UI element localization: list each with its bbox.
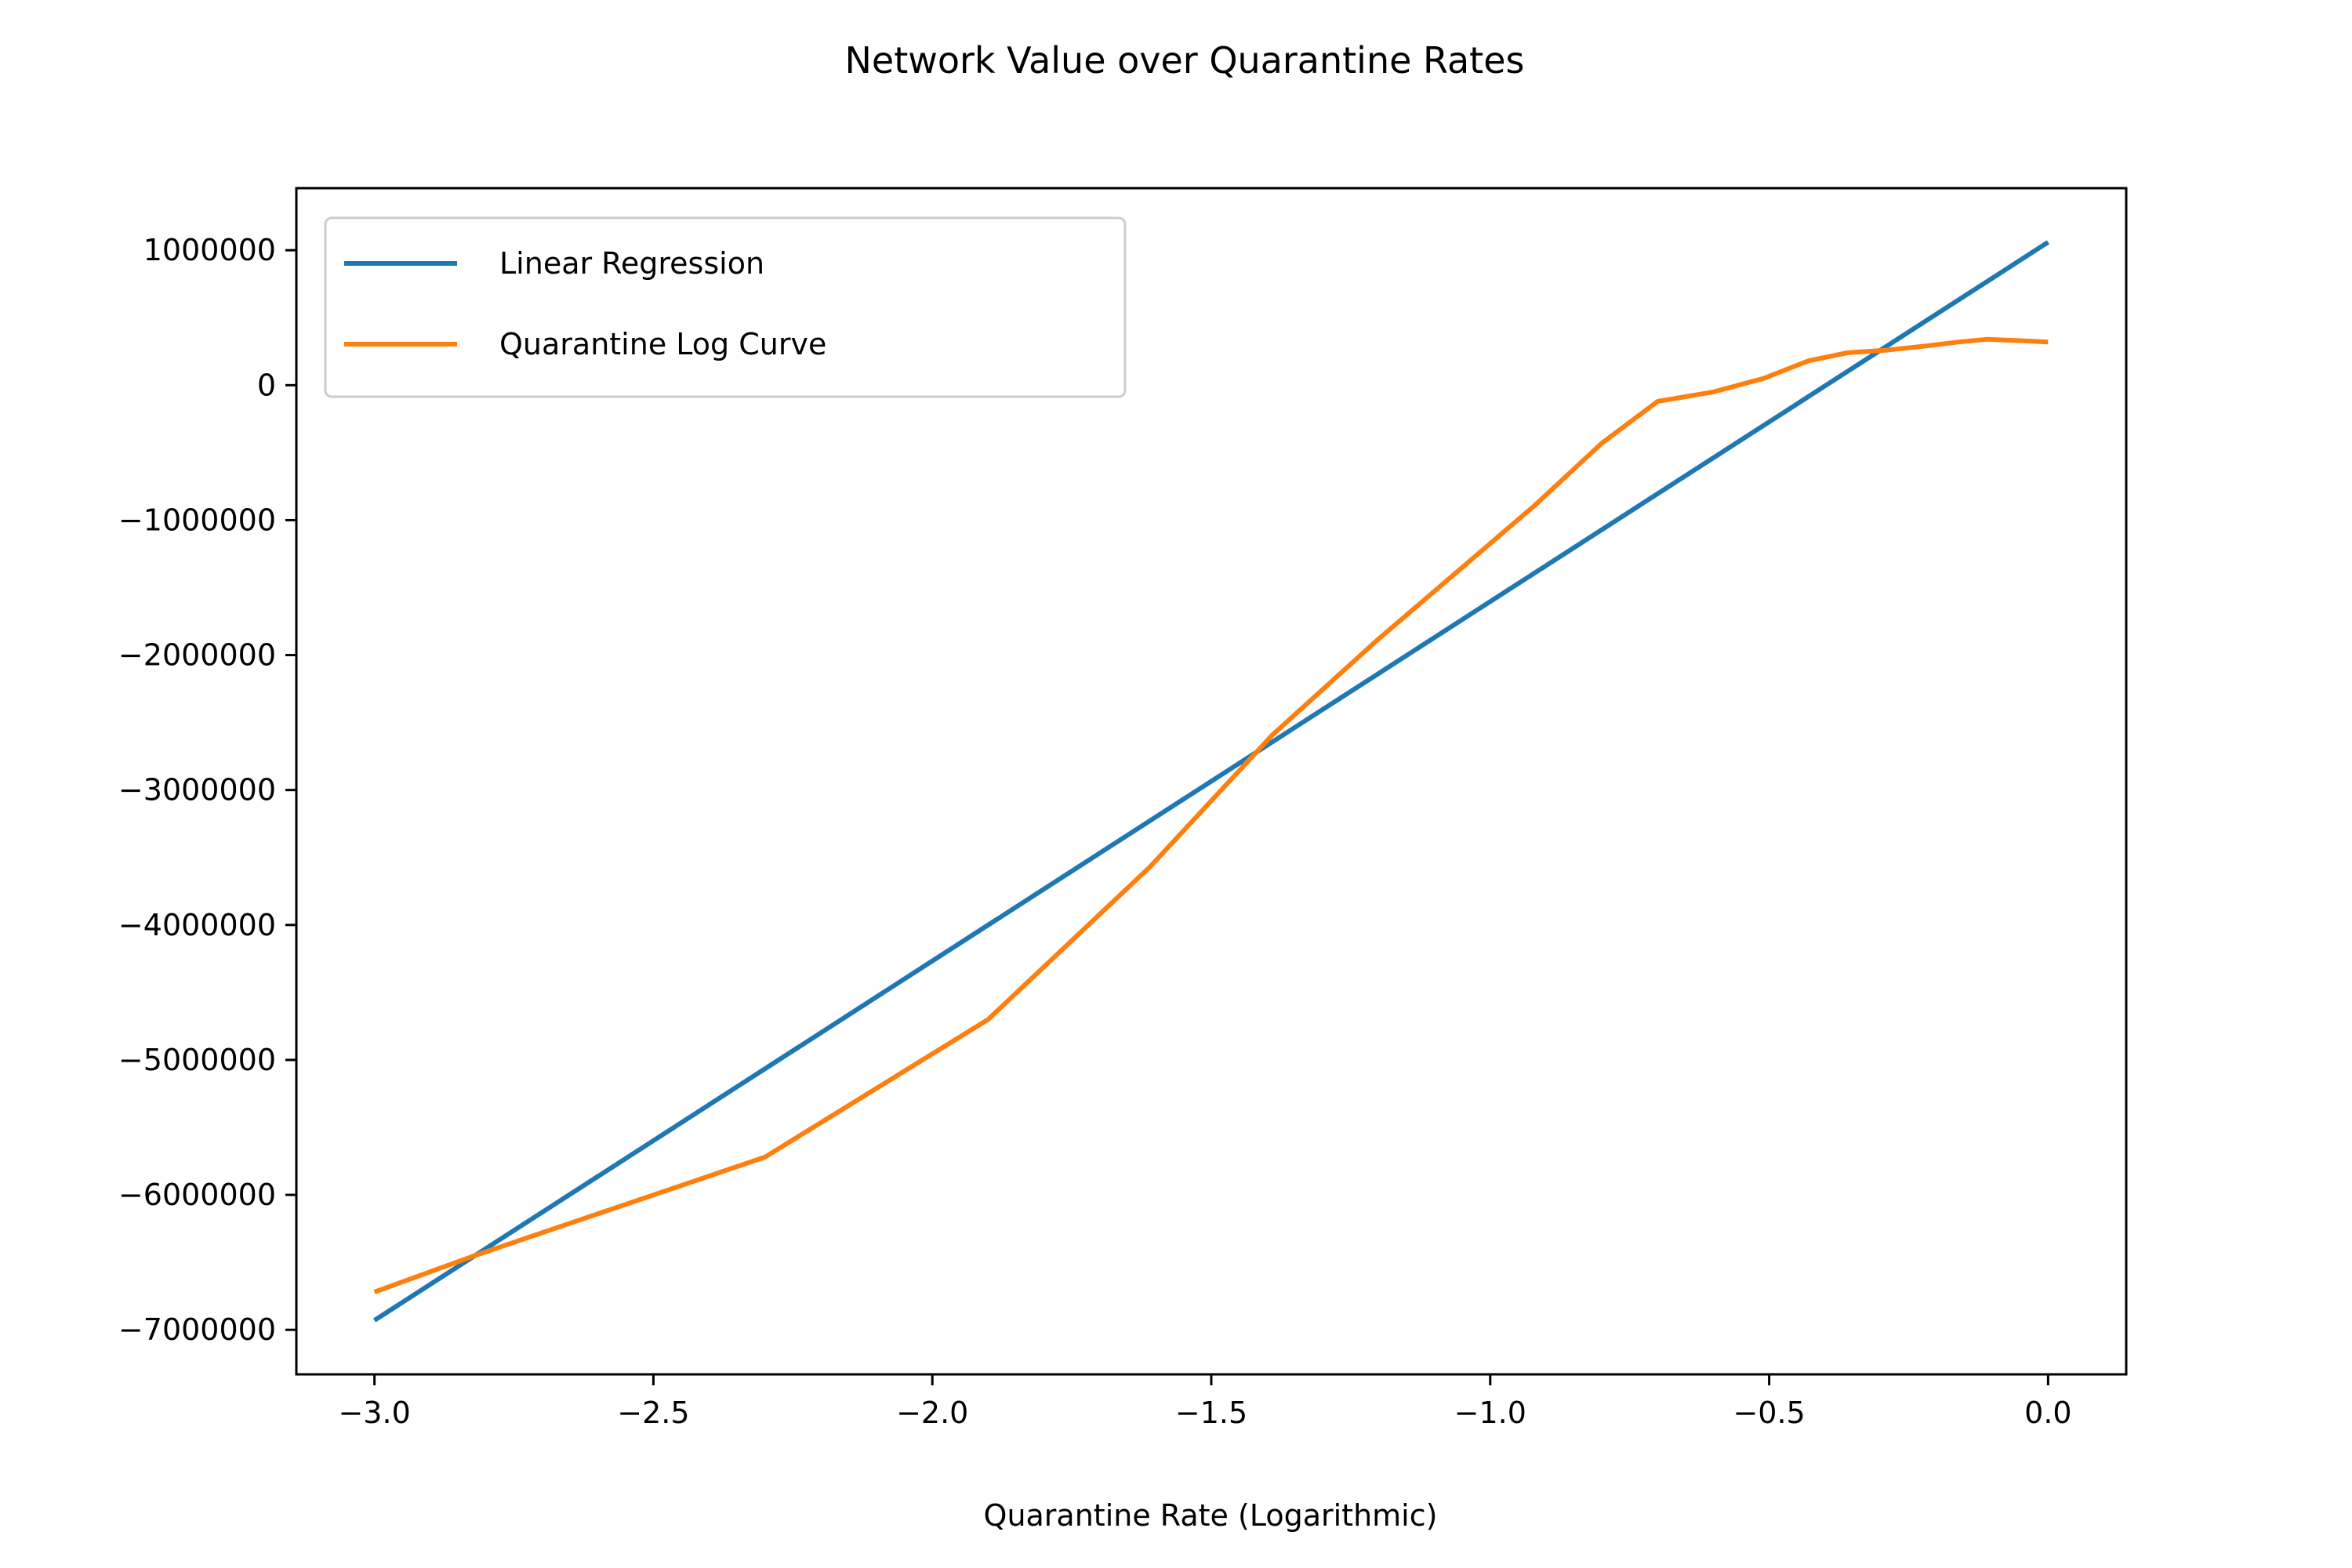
x-tick-label: −2.5 [617, 1396, 689, 1430]
x-tick-label: −1.5 [1175, 1396, 1247, 1430]
y-tick-label: −2000000 [118, 638, 276, 673]
series-lines [372, 240, 2050, 1323]
y-tick-label: 0 [257, 368, 276, 402]
x-tick-label: −0.5 [1733, 1396, 1805, 1430]
legend-box [324, 216, 1127, 398]
y-tick-label: −5000000 [118, 1043, 276, 1077]
x-tick-label: 0.0 [2024, 1396, 2071, 1430]
legend-label-2: Quarantine Log Curve [499, 327, 826, 361]
x-tick-label: −3.0 [338, 1396, 410, 1430]
axes: −3.0 −2.5 −2.0 −1.5 −1.0 −0.5 0.0 1000000 0 −1000… [118, 187, 2128, 1430]
x-tick-label: −2.0 [896, 1396, 968, 1430]
series-line-2 [373, 336, 2049, 1294]
x-axis-label: Quarantine Rate (Logarithmic) [984, 1498, 1438, 1533]
chart-title: Network Value over Quarantine Rates [845, 39, 1525, 82]
y-tick-label: −7000000 [118, 1312, 276, 1347]
y-tick-label: −4000000 [118, 908, 276, 942]
legend-label-1: Linear Regression [499, 246, 764, 281]
x-tick-label: −1.0 [1454, 1396, 1526, 1430]
y-tick-label: −3000000 [118, 773, 276, 808]
y-tick-label: 1000000 [143, 233, 276, 267]
series-line-1 [372, 240, 2050, 1323]
y-tick-label: −6000000 [118, 1178, 276, 1212]
y-tick-label: −1000000 [118, 503, 276, 537]
legend: Linear Regression Quarantine Log Curve [324, 216, 1127, 398]
